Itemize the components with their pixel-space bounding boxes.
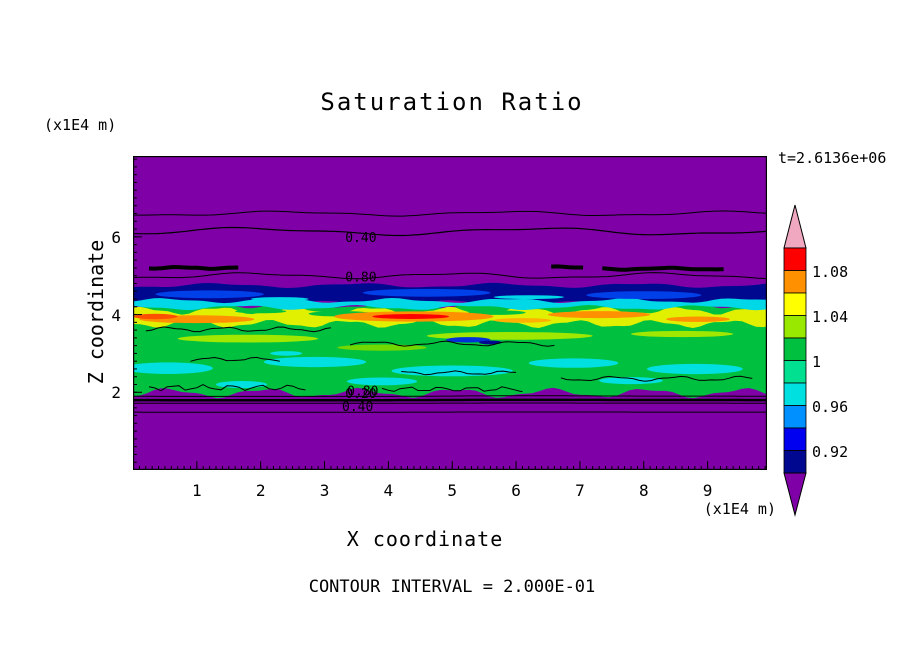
x-tick-label: 1 bbox=[192, 481, 202, 500]
contour-labels: 0.400.800.800.200.40 bbox=[342, 231, 378, 415]
x-axis-unit: (x1E4 m) bbox=[703, 500, 776, 518]
colorbar-label: 1 bbox=[812, 353, 822, 371]
x-tick-label: 6 bbox=[511, 481, 521, 500]
x-axis-label: X coordinate bbox=[346, 527, 504, 551]
time-annotation: t=2.6136e+06 bbox=[778, 149, 887, 167]
x-tick-label: 5 bbox=[447, 481, 458, 500]
contour-plot-canvas: 0.400.800.800.200.40 bbox=[133, 156, 767, 470]
colorbar-label: 1.08 bbox=[812, 263, 849, 281]
colorbar-bottom-arrow bbox=[783, 472, 807, 517]
contour-lines bbox=[133, 210, 767, 413]
x-tick-label: 8 bbox=[638, 481, 649, 500]
svg-text:0.40: 0.40 bbox=[342, 400, 373, 415]
x-tick-label: 7 bbox=[575, 481, 585, 500]
svg-text:0.80: 0.80 bbox=[347, 385, 378, 400]
svg-text:0.20: 0.20 bbox=[345, 387, 376, 402]
colorbar bbox=[783, 204, 807, 517]
x-tick-label: 3 bbox=[319, 481, 330, 500]
chart-title: Saturation Ratio bbox=[320, 88, 584, 116]
color-patches bbox=[133, 288, 743, 388]
x-tick-label: 2 bbox=[255, 481, 266, 500]
svg-text:0.40: 0.40 bbox=[345, 231, 376, 246]
x-tick-label: 9 bbox=[702, 481, 713, 500]
colorbar-label: 0.96 bbox=[812, 398, 849, 416]
plot-frame bbox=[133, 156, 767, 470]
colorbar-label: 1.04 bbox=[812, 308, 849, 326]
colorbar-label: 0.92 bbox=[812, 443, 849, 461]
z-axis-unit: (x1E4 m) bbox=[44, 116, 117, 134]
z-tick-label: 4 bbox=[111, 305, 121, 325]
contour-interval-note: CONTOUR INTERVAL = 2.000E-01 bbox=[308, 577, 596, 597]
z-tick-label: 2 bbox=[111, 383, 121, 403]
svg-text:0.80: 0.80 bbox=[345, 271, 376, 286]
z-tick-label: 6 bbox=[111, 227, 121, 247]
colorbar-top-arrow bbox=[783, 204, 807, 249]
x-tick-label: 4 bbox=[383, 481, 394, 500]
